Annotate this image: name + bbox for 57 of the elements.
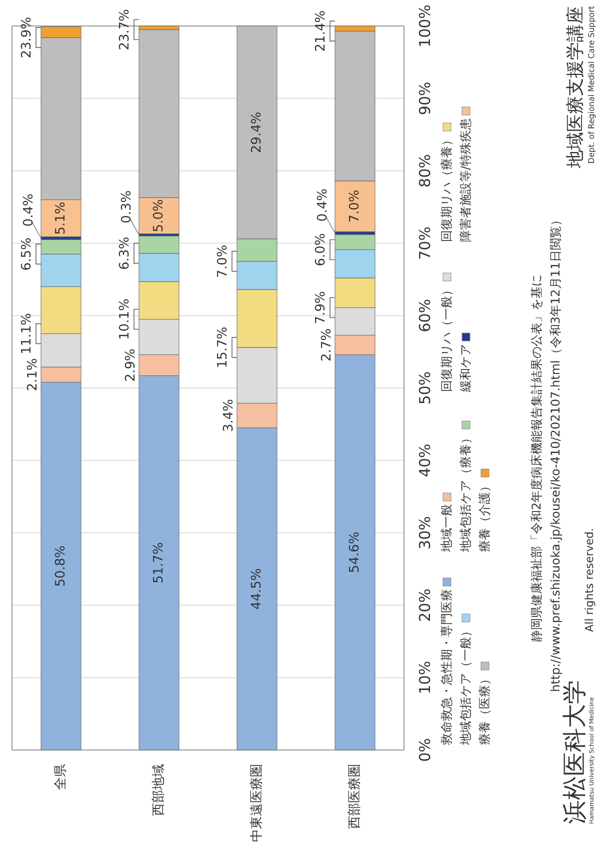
legend-label: 救命救急・急性期・専門医療 (439, 589, 454, 746)
y-tick-label: 40% (416, 444, 434, 478)
annotation: 23.9% (20, 16, 35, 58)
text: All rights reserved. (583, 528, 596, 632)
annotation: 6.3% (118, 236, 133, 270)
data-label: 50.8% (54, 545, 69, 587)
data-label: 2.1% (26, 358, 41, 392)
text: http://www.pref.shizuoka.jp/kousei/ko-410/202107.html（令和3年12月11日閲覧） (548, 214, 562, 692)
legend-label: 地域包括ケア（療養） (458, 432, 472, 553)
y-tick-label: 20% (416, 588, 434, 622)
y-tick-label: 100% (416, 4, 434, 48)
legend-label: 地域包括ケア（一般） (458, 625, 472, 746)
data-label: 2.9% (124, 348, 139, 382)
annotation: 23.7% (118, 8, 133, 50)
data-label: 5.0% (152, 199, 167, 232)
text: 地域医療支援学講座 (564, 6, 586, 169)
data-label: 2.7% (320, 328, 335, 362)
data-label: 51.7% (152, 542, 167, 584)
y-tick-label: 50% (416, 371, 434, 405)
text: 静岡県健康福祉部「令和2年度病床機能報告集計結果の公表」を基に (529, 274, 544, 642)
legend-label: 緩和ケア (458, 344, 472, 393)
annotation: 6.0% (314, 233, 329, 266)
text: 浜松医科大学 (560, 680, 589, 824)
data-label: 0.4% (316, 188, 331, 222)
legend-label: 回復期リハ（一般） (439, 284, 454, 392)
legend-label: 療養（医療） (477, 673, 492, 745)
x-tick-label: 西部地域 (152, 764, 167, 816)
annotation: 21.4% (314, 10, 329, 52)
y-tick-label: 60% (416, 298, 434, 332)
data-label: 5.1% (54, 202, 69, 235)
data-label: 3.4% (222, 398, 237, 432)
annotation: 7.9% (314, 291, 329, 324)
y-tick-label: 10% (416, 660, 434, 694)
annotation: 10.1% (118, 298, 133, 340)
x-tick-label: 西部医療圏 (348, 764, 363, 829)
y-tick-label: 90% (416, 82, 434, 116)
legend-label: 療養（介護） (477, 480, 492, 552)
x-tick-label: 全県 (54, 764, 69, 790)
data-label: 0.4% (22, 194, 37, 227)
annotation: 7.0% (216, 244, 231, 278)
x-tick-label: 中東遠医療圏 (250, 764, 265, 842)
legend-label: 地域一般 (439, 504, 454, 553)
annotation: 6.5% (20, 238, 35, 271)
data-label: 7.0% (348, 190, 363, 223)
y-tick-label: 70% (416, 226, 434, 260)
y-tick-label: 30% (416, 516, 434, 550)
annotation: 15.7% (216, 326, 231, 368)
legend-label: 障害者施設等/特殊疾患 (458, 118, 472, 242)
y-tick-label: 0% (416, 738, 434, 762)
y-tick-label: 80% (416, 154, 434, 188)
text: Dept. of Regional Medical Care Support (587, 6, 596, 164)
data-label: 44.5% (250, 568, 265, 610)
data-label: 0.3% (120, 190, 135, 224)
data-label: 29.4% (250, 112, 265, 154)
data-label: 54.6% (348, 532, 363, 574)
legend-label: 回復期リハ（療養） (439, 134, 454, 242)
annotation: 11.1% (20, 313, 35, 354)
